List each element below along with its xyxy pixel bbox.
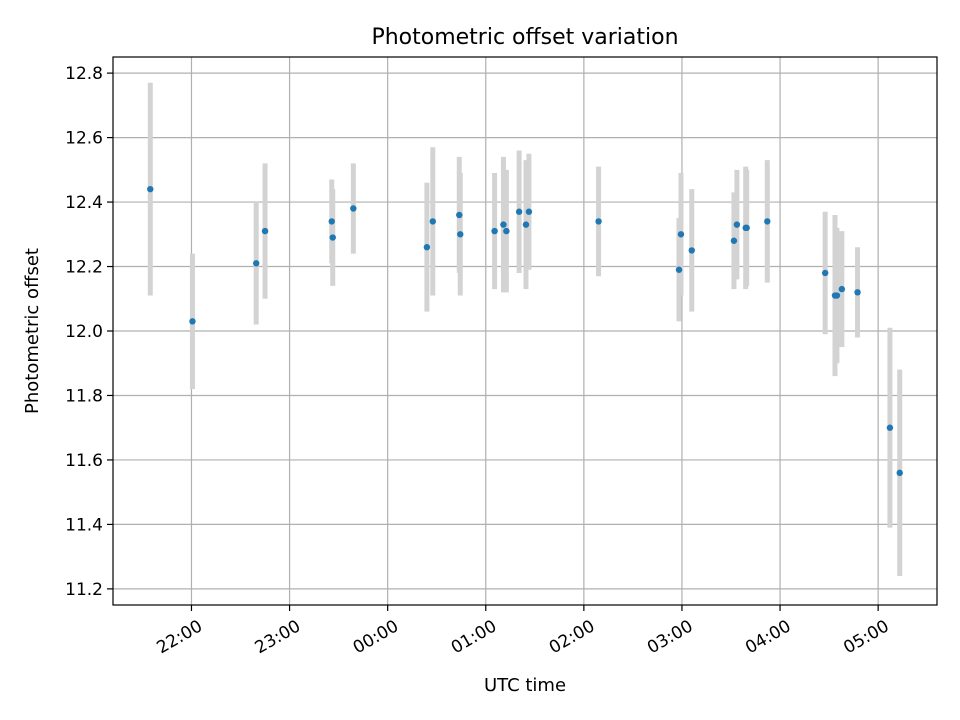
data-point xyxy=(329,234,336,241)
y-tick-label: 12.6 xyxy=(65,129,103,149)
x-tick-label: 22:00 xyxy=(154,616,206,658)
data-point xyxy=(730,237,738,244)
data-point xyxy=(522,221,530,228)
data-point xyxy=(896,469,903,477)
data-point xyxy=(328,218,335,225)
data-point xyxy=(515,208,523,215)
y-axis-ticks: 11.2 11.4 11.6 11.8 12.0 12.2 12.4 12.6 12.8 xyxy=(65,64,113,600)
x-tick-label: 04:00 xyxy=(742,616,794,658)
data-point xyxy=(688,247,695,254)
data-point xyxy=(743,224,750,232)
data-point xyxy=(456,211,463,219)
data-point xyxy=(350,205,357,212)
data-point xyxy=(821,269,829,277)
y-tick-label: 12.0 xyxy=(65,322,103,342)
data-point xyxy=(429,218,436,225)
data-points xyxy=(147,185,903,477)
data-point xyxy=(253,260,260,267)
data-point xyxy=(189,318,196,325)
data-point xyxy=(491,227,498,235)
x-axis-label: UTC time xyxy=(484,675,566,696)
data-point xyxy=(261,227,269,235)
data-point xyxy=(503,227,510,235)
data-point xyxy=(764,218,771,225)
data-point xyxy=(525,208,533,215)
x-tick-label: 00:00 xyxy=(350,616,402,658)
x-tick-label: 02:00 xyxy=(546,616,598,658)
data-point xyxy=(595,218,602,225)
x-tick-label: 01:00 xyxy=(448,616,500,658)
data-point xyxy=(147,185,154,193)
data-point xyxy=(886,424,894,431)
data-point xyxy=(854,289,861,296)
x-tick-label: 03:00 xyxy=(644,616,696,658)
error-bars xyxy=(147,82,903,576)
data-point xyxy=(500,221,507,228)
data-point xyxy=(677,231,685,238)
y-tick-label: 11.8 xyxy=(65,386,103,406)
x-tick-label: 05:00 xyxy=(840,616,892,658)
data-point xyxy=(675,266,683,273)
y-tick-label: 11.2 xyxy=(65,580,103,600)
chart-title: Photometric offset variation xyxy=(371,25,678,50)
grid xyxy=(113,57,937,605)
x-tick-label: 23:00 xyxy=(252,616,304,658)
data-point xyxy=(457,231,464,238)
data-point xyxy=(838,285,846,293)
y-tick-label: 12.4 xyxy=(65,193,103,213)
data-point xyxy=(423,243,431,251)
y-tick-label: 11.6 xyxy=(65,451,103,471)
data-point xyxy=(733,221,741,228)
y-axis-label: Photometric offset xyxy=(22,248,43,414)
y-tick-label: 12.2 xyxy=(65,258,103,278)
y-tick-label: 11.4 xyxy=(65,515,103,535)
y-tick-label: 12.8 xyxy=(65,64,103,84)
data-point xyxy=(833,292,841,299)
x-axis-ticks: 22:00 23:00 00:00 01:00 02:00 03:00 04:00 05:00 xyxy=(154,605,893,658)
